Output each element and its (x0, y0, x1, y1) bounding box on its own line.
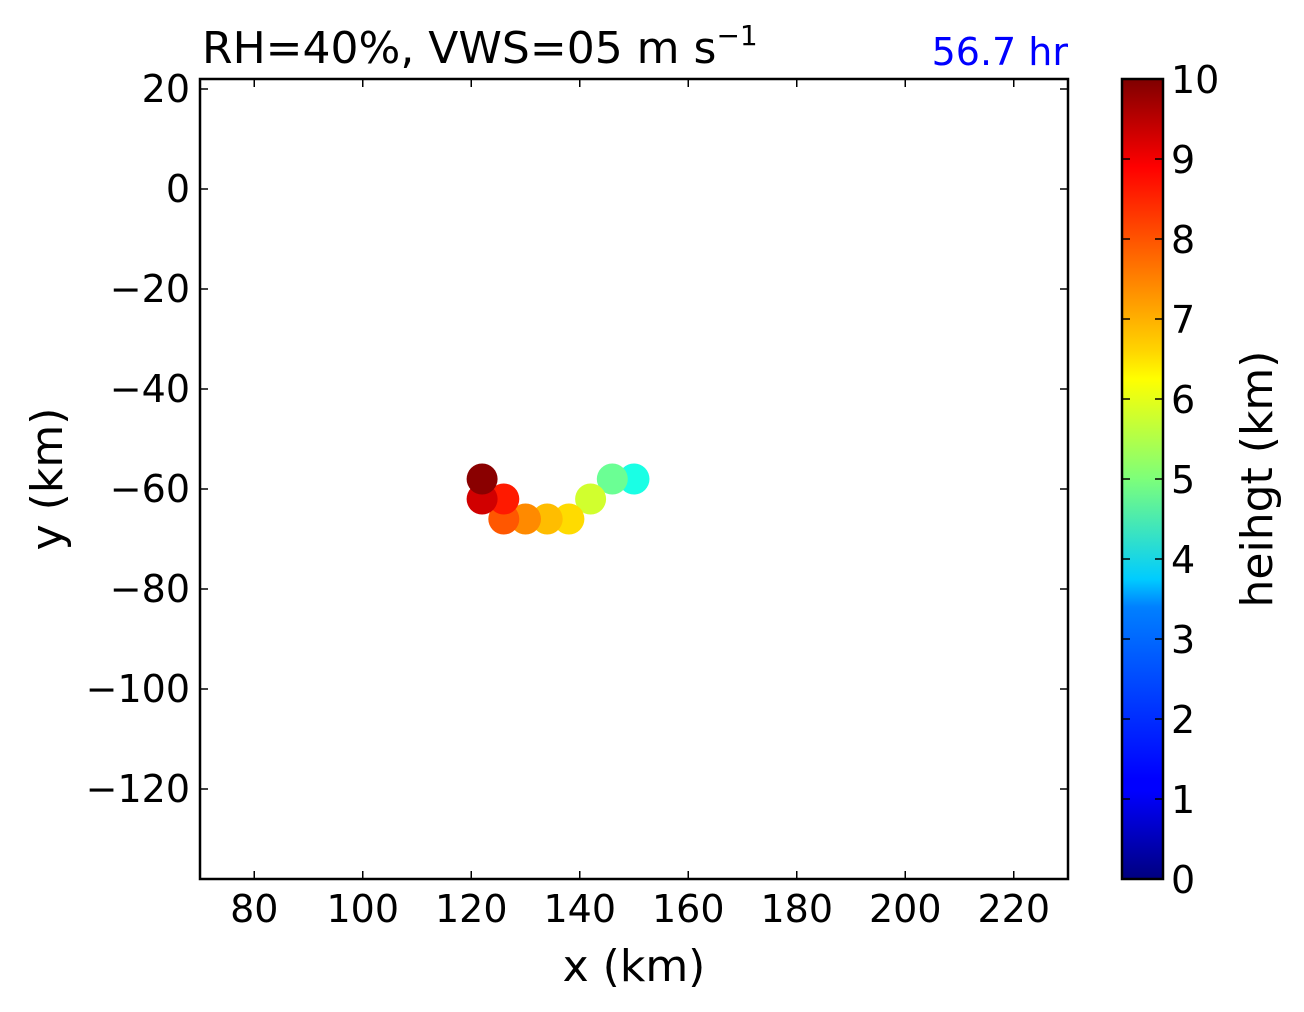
y-tick-label: −60 (110, 467, 190, 511)
scatter-points (466, 463, 650, 535)
scatter-point (488, 483, 520, 515)
x-tick-label: 140 (543, 887, 616, 931)
colorbar-label: heihgt (km) (1232, 351, 1283, 608)
x-tick-label: 180 (760, 887, 833, 931)
y-tick-label: −120 (86, 767, 190, 811)
scatter-point (596, 463, 628, 495)
colorbar-tick-label: 2 (1171, 698, 1195, 742)
y-axis-label: y (km) (22, 408, 73, 551)
colorbar-tick-label: 6 (1171, 378, 1195, 422)
chart-title: RH=40%, VWS=05 m s−1 (202, 19, 758, 74)
colorbar-tick-label: 5 (1171, 458, 1195, 502)
scatter-point (510, 503, 541, 535)
x-tick-label: 120 (435, 887, 508, 931)
y-tick-label: −20 (110, 267, 190, 311)
colorbar-tick-label: 4 (1171, 538, 1195, 582)
y-tick-label: 0 (166, 167, 190, 211)
scatter-point (466, 463, 498, 495)
scatter-point (531, 503, 563, 535)
colorbar-tick-label: 7 (1171, 298, 1195, 342)
x-axis: 80 100 120 140 160 180 200 220 (230, 79, 1050, 931)
y-tick-label: −80 (110, 567, 190, 611)
x-tick-label: 220 (977, 887, 1050, 931)
x-tick-label: 100 (326, 887, 399, 931)
y-tick-label: −100 (86, 667, 190, 711)
time-annotation: 56.7 hr (932, 30, 1069, 74)
scatter-point (553, 503, 585, 535)
y-axis: 20 0 −20 −40 −60 −80 −100 −120 (86, 67, 1068, 811)
colorbar-tick-label: 0 (1171, 858, 1195, 902)
y-tick-label: 20 (142, 67, 190, 111)
x-tick-label: 160 (652, 887, 725, 931)
scatter-point (618, 463, 650, 495)
scatter-point (575, 483, 607, 515)
colorbar-ticks: 0 1 2 3 4 5 6 7 8 9 10 (1122, 58, 1219, 902)
colorbar-tick-label: 8 (1171, 218, 1195, 262)
x-tick-label: 80 (230, 887, 278, 931)
colorbar-tick-label: 1 (1171, 778, 1195, 822)
colorbar-tick-label: 9 (1171, 138, 1195, 182)
colorbar-tick-label: 10 (1171, 58, 1219, 102)
x-axis-label: x (km) (563, 941, 706, 992)
x-tick-label: 200 (869, 887, 942, 931)
y-tick-label: −40 (110, 367, 190, 411)
colorbar-tick-label: 3 (1171, 618, 1195, 662)
